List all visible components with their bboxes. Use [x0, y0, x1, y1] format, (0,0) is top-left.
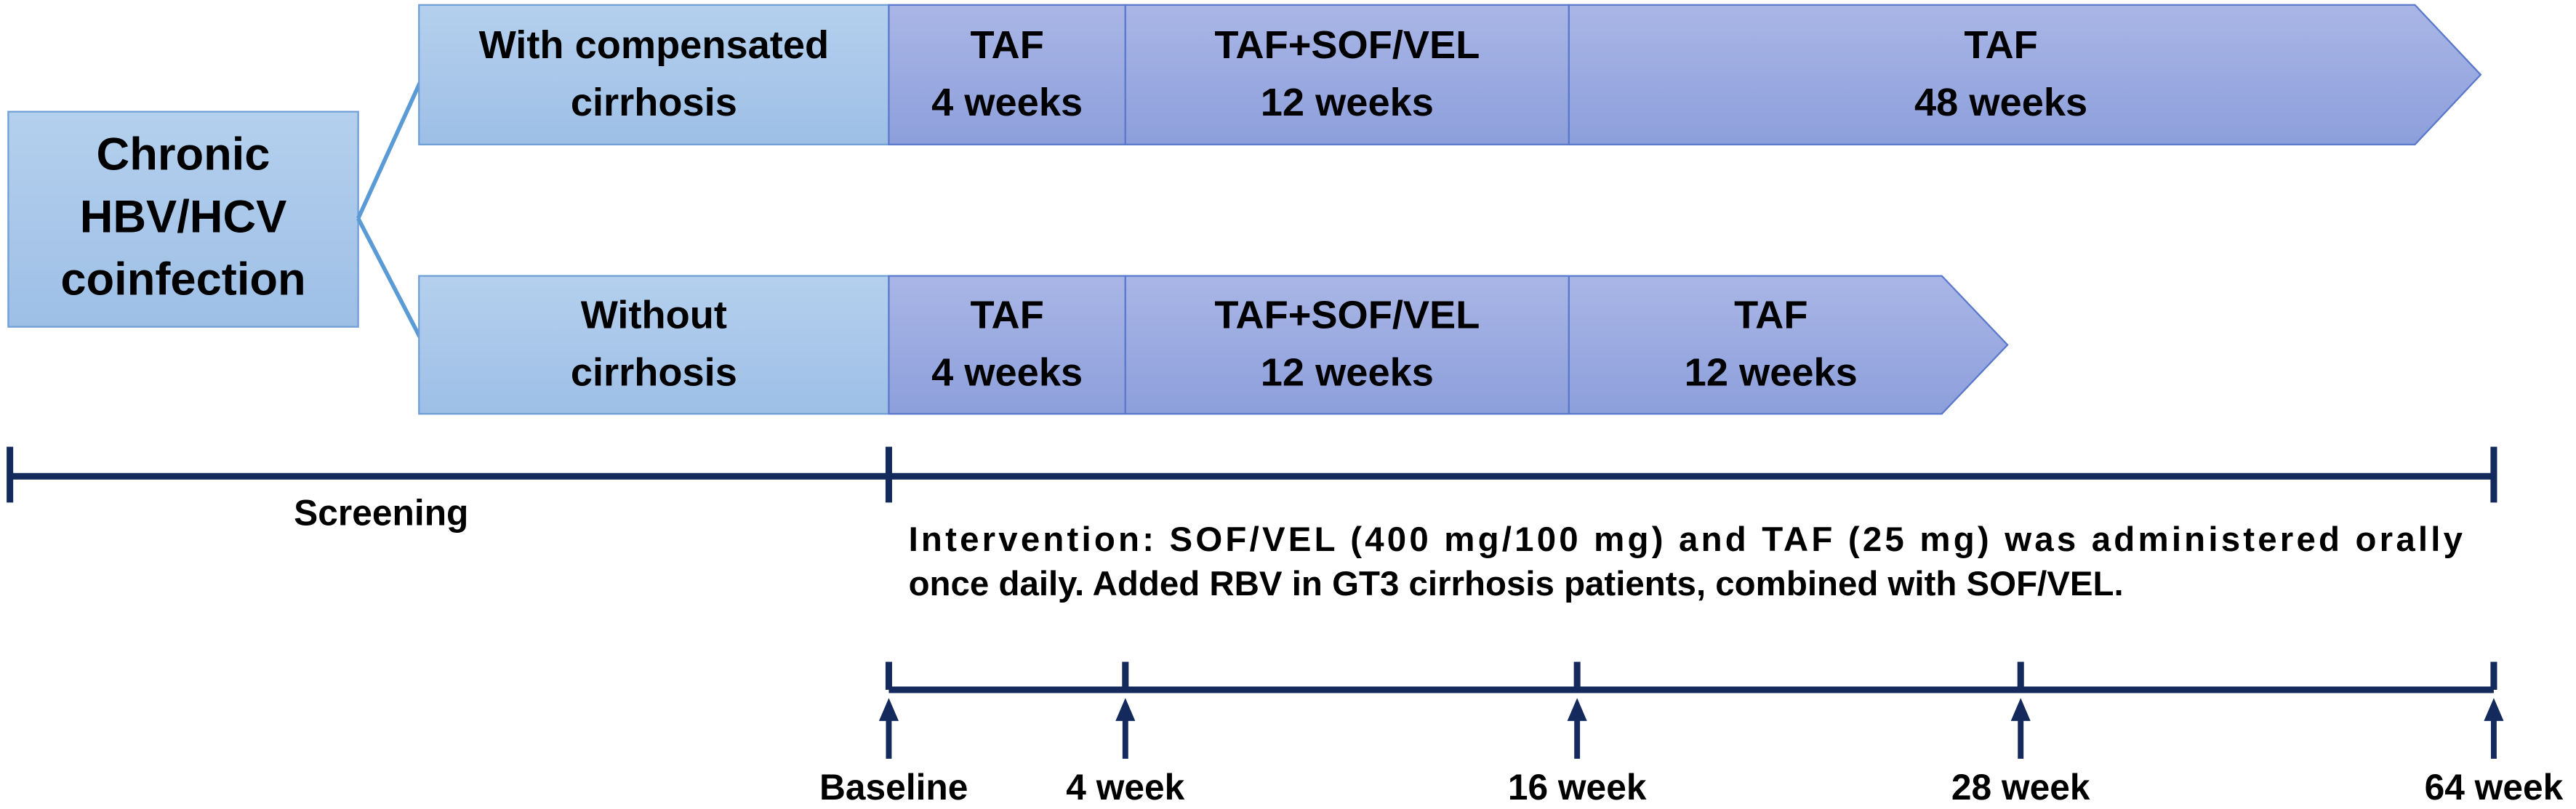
timepoint-label: 28 week [1951, 767, 2090, 808]
phase-arrow [1568, 275, 2009, 415]
intervention-text: once daily. Added RBV in GT3 cirrhosis p… [909, 565, 2124, 603]
phase-box [888, 275, 1126, 415]
source-text: HBV/HCV [80, 191, 287, 242]
source-text: coinfection [60, 254, 305, 305]
arm-label: cirrhosis [571, 351, 737, 395]
phase-text: TAF [970, 294, 1043, 337]
timepoint-label: 64 week [2425, 767, 2564, 808]
intervention-text: Intervention: SOF/VEL (400 mg/100 mg) an… [909, 520, 2463, 559]
arm-label: With compensated [479, 23, 830, 67]
phase-text: TAF [970, 23, 1043, 67]
phase-text: 12 weeks [1685, 351, 1858, 395]
timepoint-label: Baseline [819, 767, 968, 808]
source-box [7, 110, 359, 328]
connector [356, 73, 426, 220]
phase-arrow [1568, 4, 2482, 145]
phase-text: TAF [1964, 23, 2037, 67]
phase-box [1124, 4, 1570, 145]
arrow-head [1115, 698, 1136, 721]
arm-label-box [418, 275, 890, 415]
phase-text: 48 weeks [1914, 81, 2087, 124]
phase-box [888, 4, 1126, 145]
phase-text: 4 weeks [931, 81, 1083, 124]
arm-label: Without [581, 294, 727, 337]
arrow-head [878, 698, 899, 721]
phase-text: 12 weeks [1261, 351, 1434, 395]
connector [356, 217, 426, 346]
arrow-head [2484, 698, 2504, 721]
arm-label-box [418, 4, 890, 145]
phase-text: TAF [1734, 294, 1807, 337]
arrow-head [2010, 698, 2031, 721]
phase-text: TAF+SOF/VEL [1214, 23, 1480, 67]
screening-label: Screening [294, 493, 468, 534]
phase-text: 12 weeks [1261, 81, 1434, 124]
source-text: Chronic [97, 129, 270, 180]
arm-label: cirrhosis [571, 81, 737, 124]
arrow-head [1567, 698, 1587, 721]
phase-text: TAF+SOF/VEL [1214, 294, 1480, 337]
timepoint-label: 4 week [1066, 767, 1184, 808]
timepoint-label: 16 week [1508, 767, 1647, 808]
phase-box [1124, 275, 1570, 415]
phase-text: 4 weeks [931, 351, 1083, 395]
